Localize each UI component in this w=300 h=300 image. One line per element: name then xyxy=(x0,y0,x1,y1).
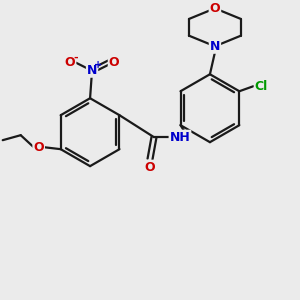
Text: O: O xyxy=(65,56,75,69)
Text: O: O xyxy=(210,2,220,15)
Text: NH: NH xyxy=(169,131,190,144)
Text: N: N xyxy=(87,64,97,77)
Text: -: - xyxy=(74,52,78,62)
Text: O: O xyxy=(109,56,119,69)
Text: +: + xyxy=(94,60,102,70)
Text: N: N xyxy=(210,40,220,53)
Text: O: O xyxy=(145,161,155,174)
Text: Cl: Cl xyxy=(255,80,268,93)
Text: O: O xyxy=(33,141,44,154)
